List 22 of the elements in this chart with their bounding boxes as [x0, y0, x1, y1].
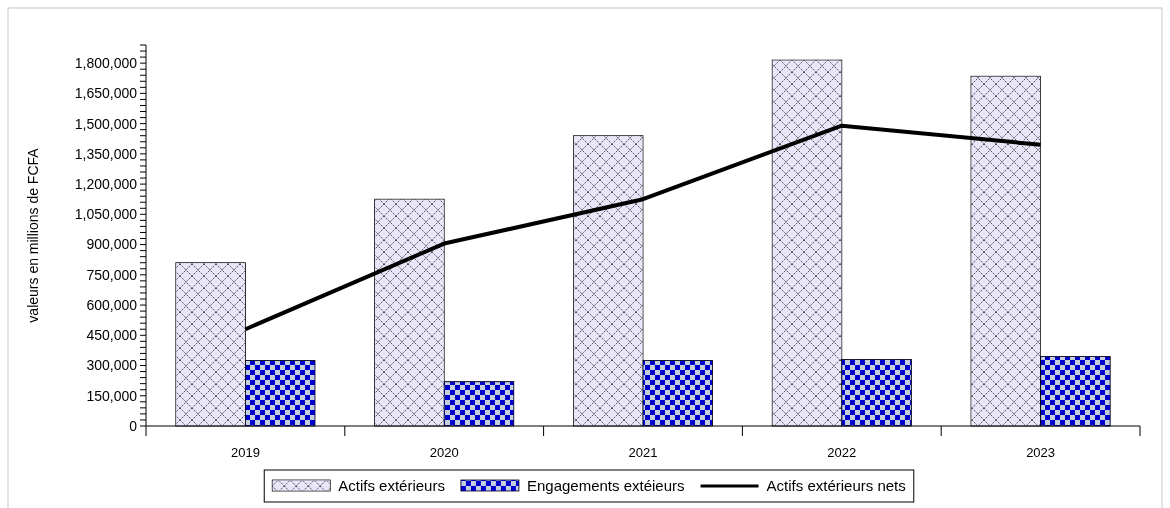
x-tick-label: 2022: [827, 445, 857, 460]
y-tick-label: 600,000: [86, 296, 138, 313]
x-tick-label: 2019: [230, 445, 260, 460]
y-tick-label: 1,350,000: [74, 145, 138, 162]
y-tick-label: 900,000: [86, 236, 138, 253]
y-tick-label: 750,000: [86, 266, 138, 283]
y-tick-label: 300,000: [86, 357, 138, 374]
y-tick-label: 1,800,000: [74, 55, 138, 72]
legend-label: Actifs extérieurs nets: [766, 477, 906, 495]
y-tick-label: 450,000: [86, 327, 138, 344]
y-tick-label: 150,000: [86, 387, 138, 404]
y-tick-label: 1,650,000: [74, 85, 138, 102]
x-tick-label: 2020: [429, 445, 459, 460]
y-tick-label: 1,200,000: [74, 176, 138, 192]
x-tick-label: 2023: [1026, 445, 1056, 460]
y-axis-title: valeurs en millions de FCFA: [25, 147, 41, 323]
y-tick-label: 1,050,000: [74, 206, 138, 223]
y-tick-label: 0: [129, 417, 138, 434]
legend-label: Engagements extéieurs: [526, 477, 685, 495]
legend-label: Actifs extérieurs: [338, 477, 445, 495]
x-tick-label: 2021: [628, 445, 658, 460]
y-tick-label: 1,500,000: [74, 115, 138, 132]
